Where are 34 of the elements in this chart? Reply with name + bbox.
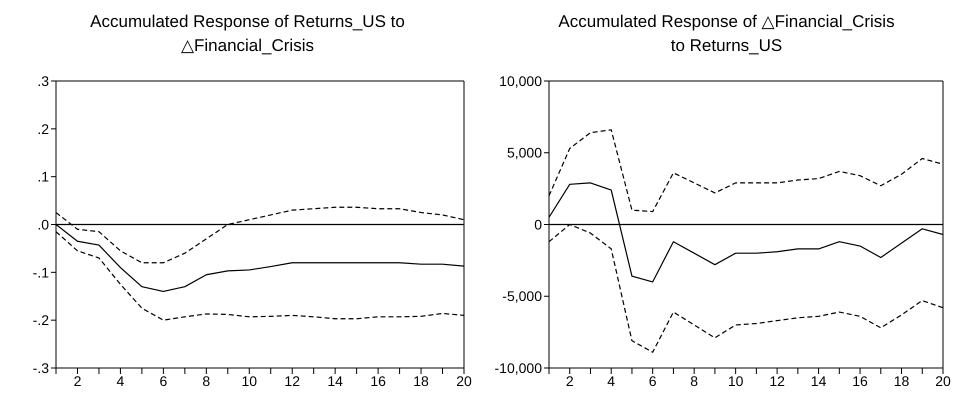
x-tick-label: 4 bbox=[607, 372, 616, 389]
y-tick-label: .1 bbox=[37, 168, 50, 185]
x-tick-label: 20 bbox=[456, 372, 472, 389]
y-tick-label: 0 bbox=[534, 216, 542, 232]
y-tick-label: -10,000 bbox=[494, 360, 542, 376]
y-tick-label: -.1 bbox=[32, 264, 50, 280]
y-tick-label: 10,000 bbox=[499, 72, 542, 89]
x-tick-label: 18 bbox=[413, 372, 430, 389]
x-tick-label: 10 bbox=[728, 372, 744, 389]
x-tick-label: 12 bbox=[284, 372, 300, 389]
chart-title: Accumulated Response of Returns_US to △Financial_Crisis bbox=[89, 11, 406, 57]
y-tick-label: .2 bbox=[37, 120, 50, 137]
x-tick-label: 6 bbox=[159, 372, 168, 389]
x-tick-label: 4 bbox=[116, 372, 125, 389]
x-tick-label: 14 bbox=[810, 372, 827, 389]
x-tick-label: 20 bbox=[935, 372, 951, 389]
y-tick-label: -.2 bbox=[32, 312, 50, 328]
x-tick-label: 6 bbox=[648, 372, 657, 389]
x-tick-label: 8 bbox=[202, 372, 210, 389]
x-tick-label: 16 bbox=[370, 372, 386, 389]
y-tick-label: 5,000 bbox=[506, 144, 542, 161]
x-tick-label: 2 bbox=[74, 372, 82, 389]
x-tick-label: 12 bbox=[769, 372, 786, 389]
x-tick-label: 14 bbox=[327, 372, 344, 389]
x-tick-label: 10 bbox=[241, 372, 258, 389]
y-tick-label: -.3 bbox=[32, 360, 50, 376]
y-tick-label: .3 bbox=[37, 72, 50, 89]
x-tick-label: 16 bbox=[852, 372, 868, 389]
x-tick-label: 8 bbox=[690, 372, 698, 389]
x-tick-label: 2 bbox=[566, 372, 574, 389]
x-tick-label: 18 bbox=[894, 372, 910, 389]
y-tick-label: .0 bbox=[37, 216, 50, 232]
chart-title: Accumulated Response of △Financial_Crisis to Returns_US bbox=[557, 11, 896, 57]
y-tick-label: -5,000 bbox=[502, 288, 542, 304]
